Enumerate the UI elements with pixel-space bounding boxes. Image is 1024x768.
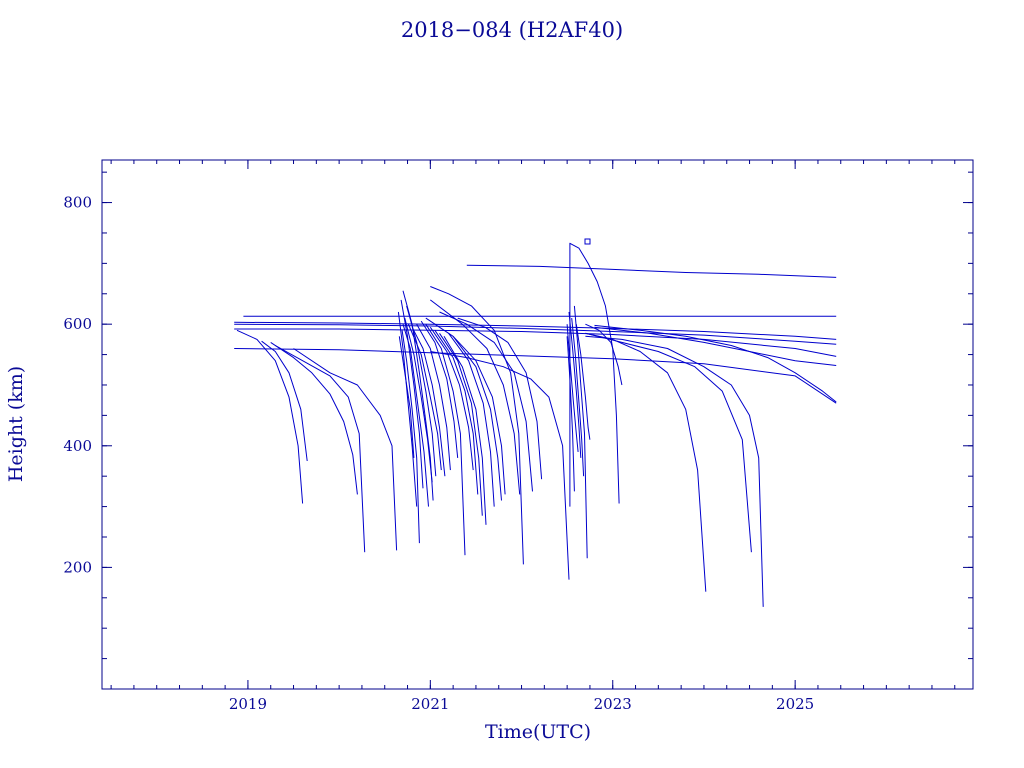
series-line [234, 328, 837, 357]
series-line [466, 264, 837, 278]
series-line [439, 311, 533, 492]
series-line [439, 333, 483, 516]
x-tick-label: 2021 [411, 695, 449, 713]
y-axis-label: Height (km) [5, 366, 27, 482]
series-line [425, 323, 466, 556]
series-line [452, 335, 502, 501]
series-line [270, 341, 358, 495]
series-line [569, 242, 620, 507]
series-line [402, 290, 434, 501]
series-line [425, 317, 506, 495]
series-line [397, 311, 418, 507]
series-line [416, 323, 451, 471]
series-line [585, 332, 707, 592]
x-tick-label: 2023 [594, 695, 632, 713]
series-line [448, 333, 495, 507]
series-line [236, 329, 304, 504]
x-axis-label: Time(UTC) [485, 721, 591, 743]
series-line [234, 323, 837, 345]
series-line [275, 345, 366, 553]
series-line [420, 320, 459, 458]
x-tick-label: 2025 [776, 695, 814, 713]
x-tick-labels: 2019 2021 2023 2025 [229, 695, 814, 713]
x-tick-label: 2019 [229, 695, 267, 713]
plot-frame [101, 159, 974, 690]
series-line [411, 326, 446, 477]
y-tick-labels: 200 400 600 800 [63, 194, 92, 577]
series-line [429, 326, 474, 471]
series-line [571, 318, 585, 477]
y-tick-label: 200 [63, 558, 92, 576]
series-line [402, 324, 429, 507]
series-line [566, 324, 579, 452]
major-ticks [102, 160, 973, 689]
series-line [407, 324, 442, 471]
series-line [398, 336, 415, 458]
series-line [434, 330, 479, 495]
y-tick-label: 800 [63, 194, 92, 212]
series-line [261, 340, 308, 462]
series-line [585, 332, 752, 553]
y-tick-label: 400 [63, 437, 92, 455]
marker-square [584, 238, 591, 245]
series-line [401, 330, 420, 544]
series-line [234, 348, 837, 404]
series-line [404, 317, 433, 483]
y-tick-label: 600 [63, 315, 92, 333]
series-line [594, 326, 837, 366]
series-line [575, 324, 591, 440]
series-line [585, 335, 764, 607]
series-line [573, 305, 588, 559]
series-lines [234, 242, 837, 607]
series-line [430, 351, 570, 580]
chart-title: 2018−084 (H2AF40) [401, 18, 623, 42]
series-line [234, 321, 837, 340]
series-line [293, 348, 398, 551]
series-line [430, 286, 524, 565]
series-line [443, 336, 487, 525]
series-line [568, 311, 582, 458]
